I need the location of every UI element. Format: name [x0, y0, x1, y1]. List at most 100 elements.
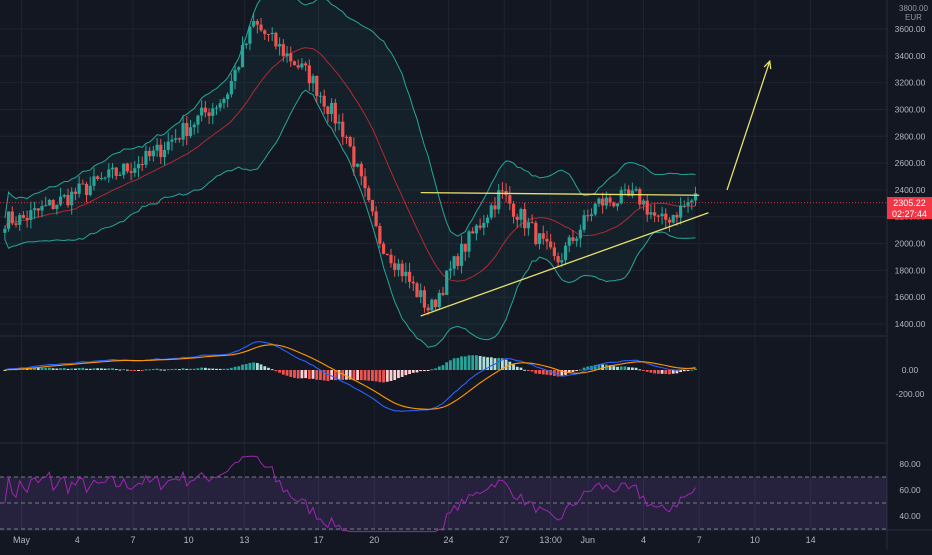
macd-tick-label: -200.00 — [896, 389, 925, 399]
macd-histogram-bar — [44, 367, 48, 370]
candle-body — [693, 193, 698, 201]
candle-body — [537, 233, 542, 244]
candle-body — [604, 197, 608, 206]
candle-body — [419, 290, 423, 298]
macd-histogram-bar — [185, 368, 189, 370]
macd-histogram-bar — [229, 367, 233, 370]
macd-histogram-bar — [259, 364, 263, 370]
candle — [3, 225, 7, 240]
price-tick-label: 3000.00 — [895, 104, 926, 114]
candle — [110, 163, 115, 179]
candle-body — [252, 21, 256, 27]
price-tick-label: 3200.00 — [895, 78, 926, 88]
time-tick-label: 17 — [314, 535, 324, 545]
candle — [467, 229, 471, 258]
arrow-head — [763, 59, 772, 70]
price-tick-label: 1400.00 — [895, 319, 926, 329]
candle — [615, 203, 620, 211]
candle-body — [619, 190, 623, 204]
candle — [563, 242, 568, 265]
candle — [229, 73, 233, 98]
candle-body — [378, 226, 382, 244]
candle — [174, 129, 178, 143]
candle-body — [422, 290, 427, 308]
macd-histogram-bar — [608, 365, 612, 370]
candle — [381, 241, 386, 255]
candle-body — [649, 212, 653, 215]
candle-body — [318, 95, 323, 97]
macd-histogram-bar — [289, 370, 293, 377]
macd-histogram-bar — [682, 370, 686, 372]
macd-histogram-bar — [582, 367, 586, 370]
macd-histogram-bar — [48, 367, 51, 370]
candle-body — [359, 163, 363, 177]
macd-histogram-bar — [226, 368, 230, 370]
candle-body — [140, 164, 144, 166]
candle — [478, 218, 482, 231]
macd-histogram-bar — [378, 370, 382, 383]
macd-histogram-bar — [244, 364, 248, 370]
macd-histogram-bar — [237, 366, 241, 370]
candle-body — [240, 44, 245, 68]
candle — [511, 200, 516, 224]
candle-body — [493, 205, 497, 210]
macd-histogram-bar — [74, 368, 77, 370]
candle-body — [534, 222, 538, 244]
candle-body — [497, 190, 501, 210]
macd-histogram-bar — [452, 358, 456, 370]
macd-histogram-bar — [62, 368, 66, 370]
macd-histogram-bar — [489, 357, 493, 370]
candle-body — [426, 307, 430, 311]
candle-body — [415, 283, 419, 298]
candle — [144, 145, 148, 169]
candle-body — [396, 263, 401, 270]
candle — [259, 18, 263, 32]
candle-body — [589, 214, 594, 216]
candle-body — [129, 171, 133, 173]
candle — [671, 214, 675, 224]
candle — [248, 26, 252, 51]
price-tick-label: 2800.00 — [895, 131, 926, 141]
time-tick-label: 13 — [239, 535, 249, 545]
rsi-tick-label: 40.00 — [899, 511, 921, 521]
candle — [589, 208, 594, 222]
candle-body — [433, 299, 438, 308]
candle-body — [292, 61, 297, 66]
macd-histogram-bar — [515, 366, 519, 370]
rsi-line — [4, 455, 696, 533]
macd-histogram-bar — [549, 370, 553, 376]
candle-body — [181, 123, 185, 140]
candle — [203, 101, 207, 118]
candle-body — [582, 215, 586, 230]
candle — [608, 194, 612, 207]
macd-histogram-bar — [359, 370, 363, 381]
candle-body — [10, 211, 14, 224]
candle-body — [515, 216, 519, 220]
candle-body — [508, 195, 512, 204]
candle — [289, 46, 293, 67]
candle-body — [653, 212, 657, 216]
candle — [40, 200, 44, 218]
macd-histogram-bar — [560, 370, 564, 377]
macd-histogram-bar — [278, 370, 282, 373]
candle — [6, 211, 11, 232]
candle-body — [400, 263, 404, 277]
macd-histogram-bar — [252, 362, 256, 370]
candle-body — [211, 108, 215, 116]
macd-histogram-bar — [345, 370, 348, 380]
candle-body — [144, 150, 148, 165]
macd-histogram-bar — [478, 355, 482, 370]
candle — [222, 97, 226, 109]
macd-histogram-bar — [107, 368, 111, 370]
candle — [471, 227, 475, 234]
candle — [519, 207, 523, 228]
candle-body — [255, 21, 259, 25]
macd-histogram-bar — [475, 355, 478, 370]
macd-histogram-bar — [638, 369, 642, 371]
rsi-tick-label: 60.00 — [899, 485, 921, 495]
candle — [459, 235, 464, 274]
macd-histogram-bar — [519, 367, 523, 370]
candle — [107, 163, 111, 183]
macd-histogram-bar — [586, 366, 590, 370]
